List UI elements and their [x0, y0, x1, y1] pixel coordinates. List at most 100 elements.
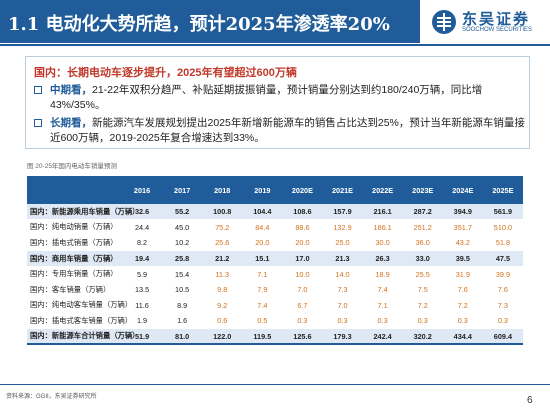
table-cell: 561.9: [482, 204, 523, 221]
table-cell: 186.1: [362, 219, 403, 236]
table-cell: 108.6: [282, 204, 323, 221]
brand-logo: 东吴证券 SOOCHOW SECURITIES: [431, 8, 546, 38]
logo-chinese-text: 东吴证券: [462, 11, 531, 28]
table-cell: 122.0: [202, 328, 243, 346]
table-cell: 9.2: [202, 297, 243, 314]
table-row: 国内：新能源乘用车销量（万辆） 32.6 55.2 100.8 104.4 108.6 15…: [27, 204, 523, 221]
row-label: 国内：商用车销量（万辆）: [27, 250, 122, 267]
column-header: [27, 176, 122, 204]
table-cell: 24.4: [122, 219, 163, 236]
page-number: 6: [527, 395, 533, 406]
table-cell: 0.6: [202, 313, 243, 330]
row-label: 国内：插电式客车销量（万辆）: [27, 313, 132, 330]
column-header: 2025E: [482, 176, 523, 204]
footer-divider: [0, 384, 550, 385]
table-cell: 18.9: [362, 266, 403, 283]
table-cell: 7.2: [402, 297, 443, 314]
table-cell: 0.3: [482, 313, 523, 330]
table-row: 国内：客车销量（万辆） 13.5 10.5 9.8 7.9 7.0 7.3 7.4 7.5 7.6…: [27, 281, 523, 299]
table-cell: 1.9: [122, 313, 163, 330]
table-row: 国内：新能源车合计销量（万辆） 51.9 81.0 122.0 119.5 125.6 17…: [27, 328, 523, 346]
bullet-item-midterm: 中期看，21-22年双积分趋严、补贴延期拔振销量，预计销量分别达到约180/24…: [34, 83, 526, 112]
table-cell: 119.5: [242, 328, 283, 346]
brand-logo-icon: [432, 10, 456, 34]
bullet-keyword: 中期看，: [50, 84, 92, 96]
table-cell: 75.2: [202, 219, 243, 236]
table-cell: 11.3: [202, 266, 243, 283]
table-row: 国内：商用车销量（万辆） 19.4 25.8 21.2 15.1 17.0 21.3 26.3…: [27, 250, 523, 267]
table-cell: 10.0: [282, 266, 323, 283]
table-cell: 7.1: [362, 297, 403, 314]
row-label: 国内：专用车销量（万辆）: [27, 266, 122, 283]
table-cell: 55.2: [162, 204, 203, 221]
table-cell: 179.3: [322, 328, 363, 346]
table-cell: 7.2: [442, 297, 483, 314]
table-cell: 351.7: [442, 219, 483, 236]
table-cell: 7.1: [242, 266, 283, 283]
table-cell: 510.0: [482, 219, 523, 236]
table-cell: 242.4: [362, 328, 403, 346]
table-cell: 8.2: [122, 235, 163, 252]
bullet-item-longterm: 长期看，新能源汽车发展规划提出2025年新增新能源车的销售占比达到25%，预计当…: [34, 116, 526, 145]
table-cell: 25.0: [322, 235, 363, 252]
table-cell: 15.4: [162, 266, 203, 283]
table-cell: 132.9: [322, 219, 363, 236]
table-cell: 13.5: [122, 281, 163, 299]
table-body: 国内：新能源乘用车销量（万辆） 32.6 55.2 100.8 104.4 108.6 15…: [27, 204, 523, 346]
table-cell: 0.3: [282, 313, 323, 330]
table-cell: 8.9: [162, 297, 203, 314]
table-cell: 100.8: [202, 204, 243, 221]
table-cell: 10.2: [162, 235, 203, 252]
title-block: 1.1 电动化大势所趋，预计2025年渗透率20%: [0, 0, 420, 43]
table-cell: 36.0: [402, 235, 443, 252]
table-cell: 84.4: [242, 219, 283, 236]
figure-caption: 图 20-25年国内电动车销量预测: [27, 163, 117, 170]
column-header: 2019: [242, 176, 283, 204]
table-cell: 19.4: [122, 250, 163, 267]
title-bar: 1.1 电动化大势所趋，预计2025年渗透率20% 东吴证券 SOOCHOW S…: [0, 0, 550, 46]
table-cell: 251.2: [402, 219, 443, 236]
table-cell: 9.8: [202, 281, 243, 299]
column-header: 2017: [162, 176, 203, 204]
logo-english-text: SOOCHOW SECURITIES: [462, 27, 533, 33]
table-cell: 7.0: [322, 297, 363, 314]
table-cell: 0.3: [322, 313, 363, 330]
table-row: 国内：插电式销量（万辆） 8.2 10.2 25.6 20.0 20.0 25.0 30.0 3…: [27, 235, 523, 252]
table-cell: 39.9: [482, 266, 523, 283]
table-cell: 25.5: [402, 266, 443, 283]
column-header: 2023E: [402, 176, 443, 204]
table-cell: 25.8: [162, 250, 203, 267]
table-cell: 15.1: [242, 250, 283, 267]
footer-source: 资料来源：GGII，东吴证券研究所: [6, 394, 97, 400]
table-cell: 43.2: [442, 235, 483, 252]
table-cell: 7.3: [322, 281, 363, 299]
table-cell: 1.6: [162, 313, 203, 330]
table-cell: 0.3: [362, 313, 403, 330]
bullet-text: 长期看，新能源汽车发展规划提出2025年新增新能源车的销售占比达到25%，预计当…: [34, 116, 526, 145]
row-label: 国内：插电式销量（万辆）: [27, 235, 122, 252]
title-divider: [0, 44, 550, 46]
table-cell: 0.3: [442, 313, 483, 330]
row-label: 国内：新能源乘用车销量（万辆）: [27, 204, 139, 221]
table-cell: 7.5: [402, 281, 443, 299]
table-cell: 51.9: [122, 328, 163, 346]
column-header: 2024E: [442, 176, 483, 204]
table-cell: 434.4: [442, 328, 483, 346]
table-cell: 20.0: [282, 235, 323, 252]
table-cell: 30.0: [362, 235, 403, 252]
table-cell: 0.3: [402, 313, 443, 330]
table-row: 国内：纯电动客车销量（万辆） 11.6 8.9 9.2 7.4 6.7 7.0 7.1 7.2 7…: [27, 297, 523, 314]
table-cell: 45.0: [162, 219, 203, 236]
sales-forecast-table: 2016 2017 2018 2019 2020E 2021E 2022E 20…: [27, 176, 523, 346]
table-cell: 33.0: [402, 250, 443, 267]
square-bullet-icon: [34, 119, 42, 127]
table-cell: 7.6: [442, 281, 483, 299]
column-header: 2020E: [282, 176, 323, 204]
table-cell: 7.9: [242, 281, 283, 299]
table-cell: 26.3: [362, 250, 403, 267]
table-cell: 11.6: [122, 297, 163, 314]
bullet-body: 新能源汽车发展规划提出2025年新增新能源车的销售占比达到25%，预计当年新能源…: [50, 117, 525, 144]
table-cell: 394.9: [442, 204, 483, 221]
table-cell: 31.9: [442, 266, 483, 283]
table-cell: 609.4: [482, 328, 523, 346]
